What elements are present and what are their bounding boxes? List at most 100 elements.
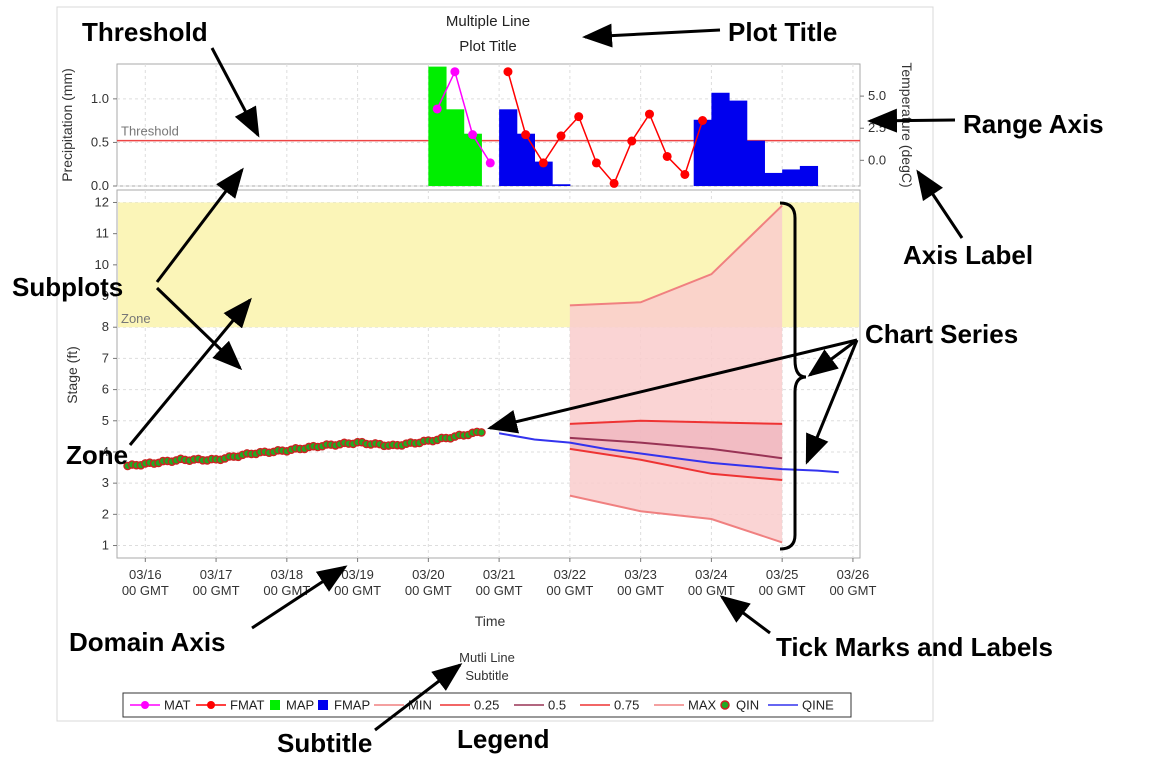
fmap-bar bbox=[516, 133, 535, 186]
temperature-axis-label: Temperature (degC) bbox=[899, 62, 915, 187]
axes: 0.00.51.00.02.55.012345678910111203/1600… bbox=[91, 88, 886, 598]
domain-tick-label-time: 00 GMT bbox=[546, 583, 593, 598]
plot-title-line-1: Multiple Line bbox=[446, 13, 530, 30]
domain-tick-label-date: 03/21 bbox=[483, 567, 516, 582]
arrow-subtitle bbox=[374, 663, 463, 732]
domain-tick-label-time: 00 GMT bbox=[193, 583, 240, 598]
legend: MAT FMAT MAP FMAP MIN 0.25 0.5 0.75 MAX QIN QINE bbox=[130, 698, 834, 713]
fmap-bar bbox=[693, 119, 712, 186]
series-line-0q25 bbox=[569, 447, 783, 482]
domain-tick-label-time: 00 GMT bbox=[476, 583, 523, 598]
arrow-zone bbox=[128, 297, 252, 446]
legend-label-MAT: MAT bbox=[164, 698, 191, 713]
series-line-0q5 bbox=[569, 436, 783, 460]
stage-ytick-label: 3 bbox=[102, 475, 109, 490]
stage-ytick-label: 6 bbox=[102, 382, 109, 397]
legend-label-QINE: QINE bbox=[802, 698, 834, 713]
precip-ytick-label: 0.0 bbox=[91, 178, 109, 193]
mat-point bbox=[468, 130, 478, 140]
legend-label-MAX: MAX bbox=[688, 698, 717, 713]
legend-label-0.5: 0.5 bbox=[548, 698, 566, 713]
arrow-tick-marks bbox=[719, 595, 771, 635]
arrow-plot-title bbox=[582, 23, 721, 48]
domain-tick-label-time: 00 GMT bbox=[829, 583, 876, 598]
domain-tick-label-date: 03/19 bbox=[341, 567, 374, 582]
domain-tick-label-date: 03/25 bbox=[766, 567, 799, 582]
plot-title-line-2: Plot Title bbox=[459, 38, 517, 55]
map-bar bbox=[446, 109, 465, 186]
domain-tick-label-time: 00 GMT bbox=[617, 583, 664, 598]
fmap-bar bbox=[729, 100, 748, 186]
ensemble-min-max-band bbox=[569, 205, 783, 543]
subtitle-line-2: Subtitle bbox=[465, 668, 508, 683]
map-bar bbox=[463, 133, 482, 186]
fmat-point bbox=[574, 112, 584, 122]
series-brace bbox=[779, 201, 807, 551]
fmat-point bbox=[627, 136, 637, 146]
series-line-0q75 bbox=[569, 419, 783, 425]
domain-tick-label-date: 03/24 bbox=[695, 567, 728, 582]
callout-zone: Zone bbox=[66, 440, 128, 470]
fmat-point bbox=[644, 109, 654, 119]
fmat-point bbox=[662, 151, 672, 161]
zone-label: Zone bbox=[121, 311, 151, 326]
series-line-MIN bbox=[569, 494, 783, 544]
arrow-threshold bbox=[210, 47, 260, 138]
domain-tick-label-time: 00 GMT bbox=[263, 583, 310, 598]
callout-subtitle: Subtitle bbox=[277, 728, 372, 757]
callout-chart-series: Chart Series bbox=[865, 319, 1018, 349]
legend-swatch-FMAP bbox=[318, 700, 328, 710]
fmat-point bbox=[609, 178, 619, 188]
arrow-range-axis bbox=[867, 108, 956, 133]
precip-ytick-label: 1.0 bbox=[91, 91, 109, 106]
stage-ytick-label: 2 bbox=[102, 506, 109, 521]
legend-swatch-QIN bbox=[720, 700, 730, 710]
legend-label-0.25: 0.25 bbox=[474, 698, 499, 713]
arrow-axis-label bbox=[916, 169, 964, 239]
fmat-point bbox=[591, 158, 601, 168]
stage-axis-label: Stage (ft) bbox=[64, 346, 80, 404]
legend-label-MIN: MIN bbox=[408, 698, 432, 713]
legend-label-FMAT: FMAT bbox=[230, 698, 264, 713]
stage-ytick-label: 11 bbox=[96, 226, 110, 241]
fmat-point bbox=[503, 67, 513, 77]
arrow-domain-axis bbox=[251, 565, 348, 630]
fmat-point bbox=[538, 158, 548, 168]
fmap-bar bbox=[799, 165, 819, 186]
callout-subplots: Subplots bbox=[12, 272, 123, 302]
fmap-bar bbox=[552, 184, 571, 186]
series-line-MAX bbox=[569, 204, 783, 307]
subtitle-line-1: Mutli Line bbox=[459, 650, 515, 665]
stage-ytick-label: 12 bbox=[95, 194, 109, 209]
mat-point bbox=[432, 104, 442, 114]
callout-domain-axis: Domain Axis bbox=[69, 627, 226, 657]
stage-ytick-label: 10 bbox=[95, 257, 109, 272]
stage-ytick-label: 7 bbox=[102, 350, 109, 365]
domain-tick-label-time: 00 GMT bbox=[688, 583, 735, 598]
domain-tick-label-date: 03/16 bbox=[129, 567, 162, 582]
legend-label-QIN: QIN bbox=[736, 698, 759, 713]
fmap-bar bbox=[782, 169, 801, 186]
domain-tick-label-date: 03/20 bbox=[412, 567, 445, 582]
domain-tick-label-date: 03/17 bbox=[200, 567, 233, 582]
arrow-series-3 bbox=[805, 339, 859, 465]
stage-ytick-label: 9 bbox=[102, 288, 109, 303]
precip-ytick-label: 0.5 bbox=[91, 134, 109, 149]
fmat-point bbox=[556, 131, 566, 141]
temperature-ytick-label: 5.0 bbox=[868, 88, 886, 103]
map-bar bbox=[428, 66, 447, 186]
arrow-subplot-top bbox=[155, 167, 244, 283]
callout-tick-marks: Tick Marks and Labels bbox=[776, 632, 1053, 662]
fmap-bar bbox=[711, 92, 730, 186]
stage-ytick-label: 4 bbox=[102, 444, 109, 459]
fmat-point bbox=[521, 130, 531, 140]
mat-point bbox=[485, 158, 495, 168]
legend-label-MAP: MAP bbox=[286, 698, 314, 713]
arrow-subplot-bottom bbox=[155, 286, 243, 371]
domain-tick-label-time: 00 GMT bbox=[122, 583, 169, 598]
callout-range-axis: Range Axis bbox=[963, 109, 1104, 139]
fmap-bar bbox=[746, 140, 765, 186]
mat-point bbox=[450, 67, 460, 77]
stage-ytick-label: 8 bbox=[102, 319, 109, 334]
